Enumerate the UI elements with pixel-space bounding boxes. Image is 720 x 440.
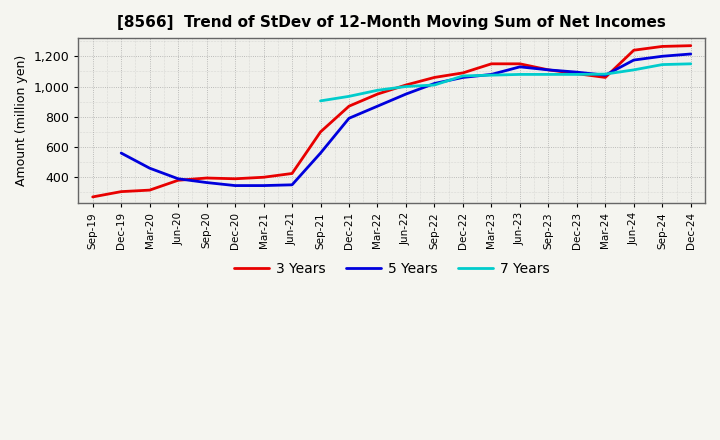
- 5 Years: [345, 116, 354, 121]
- 7 Years: [373, 88, 382, 93]
- 3 Years: [430, 75, 438, 80]
- 5 Years: [487, 72, 496, 77]
- 5 Years: [430, 81, 438, 86]
- Line: 5 Years: 5 Years: [121, 54, 690, 186]
- Legend: 3 Years, 5 Years, 7 Years: 3 Years, 5 Years, 7 Years: [228, 257, 555, 282]
- 5 Years: [117, 150, 125, 156]
- 5 Years: [259, 183, 268, 188]
- 3 Years: [288, 171, 297, 176]
- 5 Years: [316, 150, 325, 156]
- 5 Years: [572, 70, 581, 75]
- 5 Years: [544, 67, 553, 73]
- 5 Years: [288, 182, 297, 187]
- 3 Years: [629, 48, 638, 53]
- 3 Years: [145, 187, 154, 193]
- 5 Years: [601, 73, 610, 78]
- 3 Years: [117, 189, 125, 194]
- 3 Years: [316, 129, 325, 135]
- 5 Years: [516, 64, 524, 70]
- 3 Years: [259, 175, 268, 180]
- 3 Years: [202, 176, 211, 181]
- Title: [8566]  Trend of StDev of 12-Month Moving Sum of Net Incomes: [8566] Trend of StDev of 12-Month Moving…: [117, 15, 666, 30]
- 7 Years: [544, 72, 553, 77]
- 3 Years: [601, 75, 610, 80]
- 3 Years: [544, 67, 553, 73]
- 5 Years: [174, 176, 182, 181]
- Y-axis label: Amount (million yen): Amount (million yen): [15, 55, 28, 186]
- 5 Years: [658, 54, 667, 59]
- 7 Years: [629, 67, 638, 73]
- 7 Years: [459, 73, 467, 79]
- Line: 3 Years: 3 Years: [93, 46, 690, 197]
- 7 Years: [572, 72, 581, 77]
- 5 Years: [459, 75, 467, 80]
- 5 Years: [145, 165, 154, 171]
- 7 Years: [316, 98, 325, 103]
- 3 Years: [572, 71, 581, 76]
- 3 Years: [516, 61, 524, 66]
- 5 Years: [373, 103, 382, 109]
- 5 Years: [402, 92, 410, 97]
- 3 Years: [658, 44, 667, 49]
- 3 Years: [89, 194, 97, 200]
- 7 Years: [601, 71, 610, 77]
- 5 Years: [686, 51, 695, 57]
- 5 Years: [231, 183, 240, 188]
- 3 Years: [487, 61, 496, 66]
- 3 Years: [459, 70, 467, 76]
- 3 Years: [174, 178, 182, 183]
- 3 Years: [231, 176, 240, 181]
- 7 Years: [686, 61, 695, 66]
- 3 Years: [345, 103, 354, 109]
- 3 Years: [402, 82, 410, 88]
- 7 Years: [487, 73, 496, 78]
- 7 Years: [658, 62, 667, 67]
- 7 Years: [430, 82, 438, 88]
- 3 Years: [686, 43, 695, 48]
- Line: 7 Years: 7 Years: [320, 64, 690, 101]
- 7 Years: [516, 72, 524, 77]
- 7 Years: [402, 84, 410, 89]
- 5 Years: [629, 57, 638, 62]
- 3 Years: [373, 92, 382, 97]
- 5 Years: [202, 180, 211, 185]
- 7 Years: [345, 94, 354, 99]
